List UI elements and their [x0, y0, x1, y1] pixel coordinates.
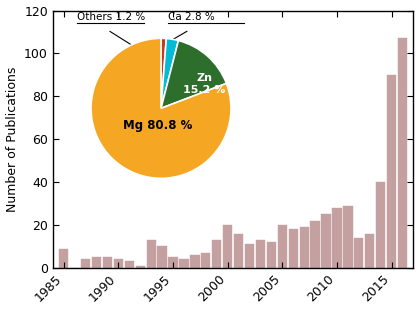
- Bar: [114, 259, 123, 268]
- Bar: [125, 261, 134, 268]
- Bar: [245, 244, 254, 268]
- Bar: [365, 233, 375, 268]
- Bar: [103, 257, 112, 268]
- Bar: [158, 246, 167, 268]
- Bar: [332, 208, 341, 268]
- Bar: [212, 240, 221, 268]
- Bar: [223, 225, 232, 268]
- Bar: [201, 253, 210, 268]
- Bar: [398, 38, 407, 268]
- Bar: [81, 259, 90, 268]
- Bar: [300, 227, 309, 268]
- Bar: [168, 257, 178, 268]
- Y-axis label: Number of Publications: Number of Publications: [5, 67, 18, 212]
- Bar: [343, 206, 352, 268]
- Bar: [310, 221, 320, 268]
- Bar: [321, 214, 331, 268]
- Bar: [278, 225, 287, 268]
- Text: Others 1.2 %: Others 1.2 %: [77, 12, 145, 22]
- Bar: [147, 240, 156, 268]
- Bar: [354, 238, 363, 268]
- Bar: [234, 233, 243, 268]
- Text: Ca 2.8 %: Ca 2.8 %: [168, 12, 215, 22]
- Bar: [179, 259, 189, 268]
- Bar: [289, 229, 298, 268]
- Bar: [190, 255, 199, 268]
- Bar: [387, 75, 396, 268]
- Bar: [267, 242, 276, 268]
- Bar: [136, 266, 145, 268]
- Bar: [376, 182, 385, 268]
- Bar: [59, 249, 68, 268]
- Bar: [256, 240, 265, 268]
- Bar: [92, 257, 101, 268]
